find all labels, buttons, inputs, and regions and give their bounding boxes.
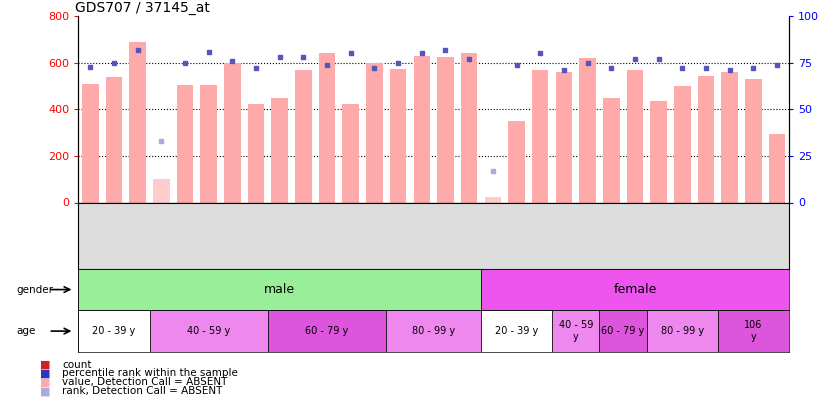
Text: 80 - 99 y: 80 - 99 y — [412, 326, 455, 336]
Text: ■: ■ — [40, 360, 50, 369]
Bar — [627, 70, 643, 202]
Bar — [153, 179, 169, 202]
Bar — [698, 76, 714, 202]
Bar — [718, 310, 789, 352]
Bar — [769, 134, 786, 202]
Text: rank, Detection Call = ABSENT: rank, Detection Call = ABSENT — [62, 386, 222, 396]
Bar — [532, 70, 548, 202]
Bar — [600, 310, 647, 352]
Text: 40 - 59
y: 40 - 59 y — [558, 320, 593, 342]
Text: value, Detection Call = ABSENT: value, Detection Call = ABSENT — [62, 377, 227, 387]
Bar — [177, 85, 193, 202]
Bar — [481, 269, 789, 310]
Bar — [78, 310, 150, 352]
Bar — [437, 57, 453, 202]
Text: female: female — [613, 283, 657, 296]
Bar — [224, 63, 240, 202]
Bar — [201, 85, 217, 202]
Text: GDS707 / 37145_at: GDS707 / 37145_at — [75, 1, 210, 15]
Text: 60 - 79 y: 60 - 79 y — [601, 326, 645, 336]
Bar — [248, 104, 264, 202]
Text: 80 - 99 y: 80 - 99 y — [661, 326, 704, 336]
Bar — [366, 63, 382, 202]
Bar — [390, 69, 406, 202]
Text: gender: gender — [17, 285, 54, 294]
Text: 40 - 59 y: 40 - 59 y — [187, 326, 230, 336]
Bar — [650, 101, 667, 202]
Bar — [579, 58, 596, 202]
Text: age: age — [17, 326, 36, 336]
Bar — [485, 197, 501, 202]
Bar — [603, 98, 620, 202]
Text: 20 - 39 y: 20 - 39 y — [495, 326, 539, 336]
Bar — [272, 98, 288, 202]
Text: 60 - 79 y: 60 - 79 y — [306, 326, 349, 336]
Text: percentile rank within the sample: percentile rank within the sample — [62, 369, 238, 378]
Bar — [556, 72, 572, 202]
Text: 20 - 39 y: 20 - 39 y — [93, 326, 135, 336]
Text: count: count — [62, 360, 92, 369]
Bar — [106, 77, 122, 202]
Bar — [647, 310, 718, 352]
Text: ■: ■ — [40, 369, 50, 378]
Bar — [674, 86, 691, 202]
Bar — [552, 310, 600, 352]
Bar — [78, 269, 481, 310]
Bar — [481, 310, 552, 352]
Bar — [508, 121, 525, 202]
Bar — [745, 79, 762, 202]
Bar — [387, 310, 481, 352]
Bar — [319, 53, 335, 202]
Bar — [721, 72, 738, 202]
Bar — [295, 70, 311, 202]
Bar — [268, 310, 387, 352]
Bar — [150, 310, 268, 352]
Text: ■: ■ — [40, 386, 50, 396]
Bar — [130, 42, 146, 202]
Bar — [461, 53, 477, 202]
Bar — [414, 56, 430, 202]
Bar — [343, 104, 359, 202]
Text: 106
y: 106 y — [744, 320, 762, 342]
Text: male: male — [264, 283, 296, 296]
Bar — [82, 84, 98, 202]
Text: ■: ■ — [40, 377, 50, 387]
